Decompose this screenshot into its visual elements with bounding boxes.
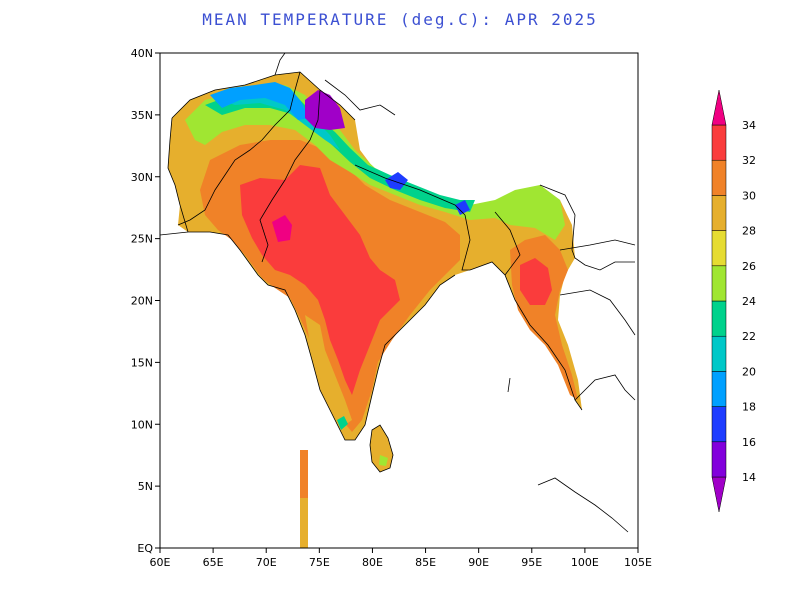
colorbar-label: 18 bbox=[742, 401, 756, 414]
y-tick-label: 5N bbox=[138, 480, 153, 493]
x-tick-label: 70E bbox=[256, 556, 277, 569]
colorbar-label: 14 bbox=[742, 471, 756, 484]
colorbar-segment bbox=[711, 265, 727, 302]
colorbar-segment bbox=[711, 230, 727, 267]
zone-14 bbox=[305, 90, 345, 130]
colorbar-label: 22 bbox=[742, 330, 756, 343]
colorbar-segment bbox=[711, 195, 727, 231]
colorbar-segment bbox=[711, 159, 727, 196]
colorbar-high-triangle bbox=[711, 89, 727, 126]
map-panel: 60E 65E 70E 75E 80E 85E 90E 95E 100E 105E EQ 5N 10N… bbox=[131, 47, 652, 569]
south-india-spot bbox=[337, 416, 348, 430]
y-tick-label: EQ bbox=[137, 542, 153, 555]
x-tick-label: 85E bbox=[415, 556, 436, 569]
colorbar-label: 20 bbox=[742, 365, 756, 378]
colorbar-label: 16 bbox=[742, 436, 756, 449]
maldives-bar-bottom bbox=[300, 498, 308, 548]
x-tick-label: 95E bbox=[521, 556, 542, 569]
sri-lanka-green bbox=[379, 455, 388, 466]
map-title: MEAN TEMPERATURE (deg.C): APR 2025 bbox=[202, 10, 598, 29]
x-axis-ticks: 60E 65E 70E 75E 80E 85E 90E 95E 100E 105E bbox=[150, 548, 652, 569]
colorbar-segment bbox=[711, 371, 727, 407]
x-tick-label: 100E bbox=[571, 556, 599, 569]
y-tick-label: 15N bbox=[131, 356, 153, 369]
x-tick-label: 80E bbox=[362, 556, 383, 569]
boundaries bbox=[159, 52, 636, 533]
y-axis-ticks: EQ 5N 10N 15N 20N 25N 30N 35N 40N bbox=[131, 47, 160, 555]
zone-18 bbox=[210, 82, 310, 120]
colorbar-label: 34 bbox=[742, 119, 756, 132]
maldives-bar-top bbox=[300, 450, 308, 498]
y-tick-label: 35N bbox=[131, 109, 153, 122]
colorbar-segment bbox=[711, 441, 727, 478]
zone-20 bbox=[215, 88, 340, 150]
x-tick-label: 65E bbox=[203, 556, 224, 569]
x-tick-label: 75E bbox=[309, 556, 330, 569]
x-tick-label: 90E bbox=[468, 556, 489, 569]
zone-16 bbox=[385, 172, 408, 190]
colorbar-label: 26 bbox=[742, 260, 756, 273]
colorbar-label: 30 bbox=[742, 189, 756, 202]
colorbar-segment bbox=[711, 406, 727, 443]
x-tick-label: 105E bbox=[624, 556, 652, 569]
colorbar: 14 16 18 20 22 24 26 28 30 32 34 bbox=[711, 89, 756, 513]
colorbar-label: 28 bbox=[742, 225, 756, 238]
x-tick-label: 60E bbox=[150, 556, 171, 569]
zone-32-myanmar bbox=[520, 258, 552, 305]
colorbar-label: 24 bbox=[742, 295, 756, 308]
y-tick-label: 30N bbox=[131, 171, 153, 184]
zone-28-coast bbox=[305, 315, 352, 425]
colorbar-low-triangle bbox=[711, 476, 727, 513]
y-tick-label: 40N bbox=[131, 47, 153, 60]
y-tick-label: 10N bbox=[131, 418, 153, 431]
zone-24 bbox=[185, 85, 565, 240]
colorbar-segment bbox=[711, 335, 727, 372]
colorbar-label: 32 bbox=[742, 154, 756, 167]
colorbar-segment bbox=[711, 300, 727, 337]
land-fill bbox=[168, 72, 582, 548]
y-tick-label: 25N bbox=[131, 233, 153, 246]
colorbar-segment bbox=[711, 124, 727, 161]
zone-22 bbox=[205, 90, 475, 212]
zone-34 bbox=[272, 215, 292, 242]
zone-16-b bbox=[455, 200, 470, 215]
y-tick-label: 20N bbox=[131, 295, 153, 308]
